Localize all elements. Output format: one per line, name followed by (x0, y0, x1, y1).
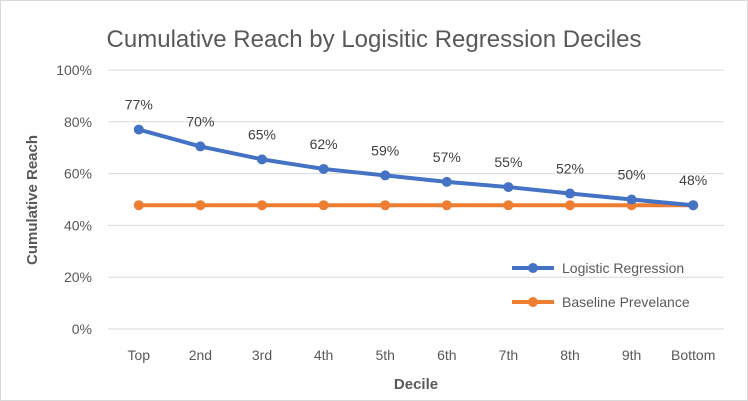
legend-label: Logistic Regression (562, 260, 684, 276)
data-point (318, 163, 329, 174)
data-point (441, 200, 452, 211)
data-point (503, 200, 514, 211)
data-point (318, 200, 329, 211)
x-tick-label: 6th (437, 347, 456, 363)
chart-title: Cumulative Reach by Logisitic Regression… (107, 26, 642, 53)
data-point (195, 141, 206, 152)
data-label: 59% (371, 142, 399, 158)
data-point (380, 170, 391, 181)
x-tick-label: Bottom (671, 347, 715, 363)
gridlines (108, 69, 724, 330)
y-axis-ticks: 0% 20% 40% 60% 80% 100% (56, 62, 92, 337)
series-layer (133, 124, 699, 211)
y-axis-title: Cumulative Reach (24, 135, 41, 265)
data-point (565, 200, 575, 211)
y-tick-label: 80% (64, 114, 92, 130)
y-tick-label: 60% (64, 166, 92, 182)
data-point (257, 154, 267, 165)
data-label: 57% (433, 149, 461, 165)
data-labels: 77% 70% 65% 62% 59% 57% 55% 52% 50% 48% (125, 97, 707, 189)
y-tick-label: 0% (72, 321, 92, 337)
data-point (688, 200, 699, 211)
x-tick-label: 4th (314, 347, 333, 363)
x-tick-label: Top (128, 347, 151, 363)
x-tick-label: 9th (622, 347, 641, 363)
data-point (626, 194, 637, 205)
legend-label: Baseline Prevelance (562, 294, 690, 310)
data-label: 70% (186, 113, 214, 129)
x-axis-ticks: Top 2nd 3rd 4th 5th 6th 7th 8th 9th Bottom (128, 347, 716, 363)
x-tick-label: 5th (375, 347, 394, 363)
series-line (136, 127, 696, 208)
data-point (503, 182, 514, 193)
data-label: 62% (310, 136, 338, 152)
data-point (257, 200, 267, 211)
y-tick-label: 40% (64, 217, 92, 233)
y-tick-label: 100% (56, 62, 92, 78)
legend-marker (528, 263, 538, 273)
data-point (133, 124, 144, 135)
x-axis-title: Decile (394, 376, 438, 393)
data-point (565, 188, 575, 199)
data-point (380, 200, 391, 211)
data-label: 48% (679, 172, 707, 188)
data-label: 55% (494, 154, 522, 170)
data-point (133, 200, 144, 211)
y-tick-label: 20% (64, 269, 92, 285)
legend: Logistic Regression Baseline Prevelance (512, 260, 690, 310)
x-tick-label: 2nd (189, 347, 212, 363)
data-point (195, 200, 206, 211)
x-tick-label: 8th (560, 347, 579, 363)
x-tick-label: 3rd (252, 347, 272, 363)
x-tick-label: 7th (499, 347, 518, 363)
legend-marker (528, 297, 538, 307)
data-label: 77% (125, 97, 153, 113)
data-label: 50% (618, 167, 646, 183)
data-point (441, 176, 452, 187)
data-label: 52% (556, 161, 584, 177)
data-label: 65% (248, 126, 276, 142)
